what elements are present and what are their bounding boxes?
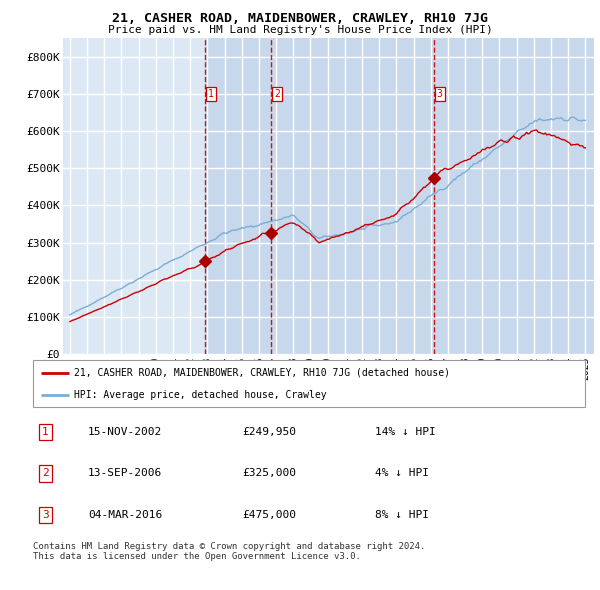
Text: HPI: Average price, detached house, Crawley: HPI: Average price, detached house, Craw… [74,391,327,400]
Text: 21, CASHER ROAD, MAIDENBOWER, CRAWLEY, RH10 7JG: 21, CASHER ROAD, MAIDENBOWER, CRAWLEY, R… [112,12,488,25]
Text: 04-MAR-2016: 04-MAR-2016 [88,510,163,520]
Text: Contains HM Land Registry data © Crown copyright and database right 2024.
This d: Contains HM Land Registry data © Crown c… [33,542,425,561]
Text: 3: 3 [437,89,443,99]
Bar [205,38,271,354]
Text: 1: 1 [208,89,214,99]
Text: 21, CASHER ROAD, MAIDENBOWER, CRAWLEY, RH10 7JG (detached house): 21, CASHER ROAD, MAIDENBOWER, CRAWLEY, R… [74,368,451,378]
Bar [434,38,594,354]
Text: 2: 2 [274,89,280,99]
FancyBboxPatch shape [33,360,585,407]
Text: 13-SEP-2006: 13-SEP-2006 [88,468,163,478]
Text: 3: 3 [42,510,49,520]
Text: 4% ↓ HPI: 4% ↓ HPI [375,468,429,478]
Text: 1: 1 [42,427,49,437]
Text: Price paid vs. HM Land Registry's House Price Index (HPI): Price paid vs. HM Land Registry's House … [107,25,493,35]
Bar [271,38,434,354]
Text: £249,950: £249,950 [243,427,297,437]
Text: 15-NOV-2002: 15-NOV-2002 [88,427,163,437]
Text: £475,000: £475,000 [243,510,297,520]
Text: 2: 2 [42,468,49,478]
Text: 14% ↓ HPI: 14% ↓ HPI [375,427,436,437]
Text: £325,000: £325,000 [243,468,297,478]
Text: 8% ↓ HPI: 8% ↓ HPI [375,510,429,520]
